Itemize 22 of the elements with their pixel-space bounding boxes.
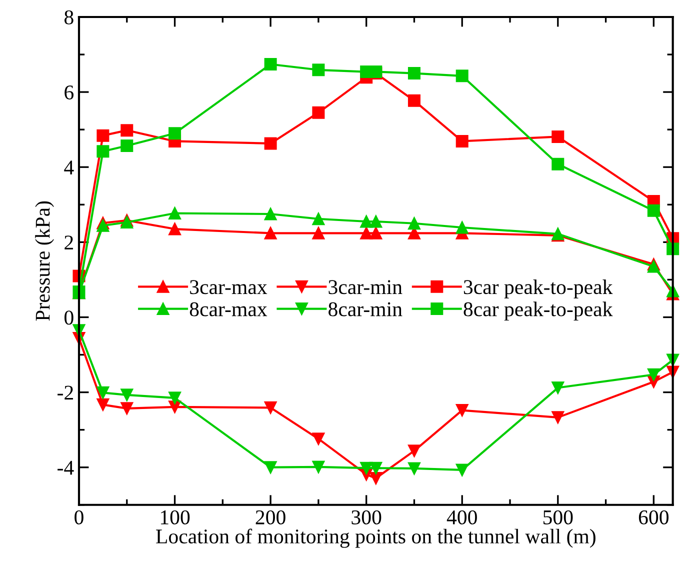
y-tick-label: 0: [64, 310, 74, 325]
y-tick-label: -4: [58, 460, 74, 475]
x-tick-label: 500: [543, 510, 573, 524]
x-tick-label: 0: [74, 510, 84, 524]
legend-label: 3car-max: [190, 280, 268, 294]
x-tick-label: 300: [352, 510, 382, 524]
y-tick-label: 6: [64, 85, 74, 100]
y-axis-title: Pressure (kPa): [35, 201, 54, 321]
legend-label: 8car peak-to-peak: [464, 302, 613, 321]
legend-label: 3car peak-to-peak: [464, 280, 613, 298]
legend-label: 3car-min: [328, 280, 402, 294]
legend-label: 8car-min: [328, 302, 402, 316]
x-tick-label: 400: [446, 510, 477, 524]
x-tick-label: 100: [160, 510, 190, 524]
y-tick-label: 8: [64, 10, 74, 24]
x-tick-label: 600: [638, 510, 669, 524]
y-tick-label: -2: [58, 386, 73, 400]
y-tick-label: 4: [64, 160, 74, 174]
y-tick-label: 2: [64, 236, 73, 250]
legend-label: 8car-max: [190, 302, 268, 316]
x-axis-title: Location of monitoring points on the tunnel wall (m): [156, 528, 596, 548]
x-tick-label: 200: [256, 510, 286, 524]
